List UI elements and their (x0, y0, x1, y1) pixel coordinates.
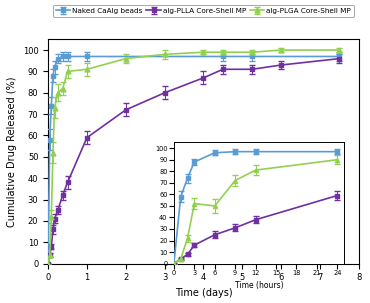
Legend: Naked CaAlg beads, alg-PLLA Core-Shell MP, alg-PLGA Core-Shell MP: Naked CaAlg beads, alg-PLLA Core-Shell M… (53, 5, 354, 17)
X-axis label: Time (hours): Time (hours) (235, 281, 283, 290)
Y-axis label: Cumulative Drug Released (%): Cumulative Drug Released (%) (7, 76, 17, 227)
X-axis label: Time (days): Time (days) (175, 288, 232, 298)
